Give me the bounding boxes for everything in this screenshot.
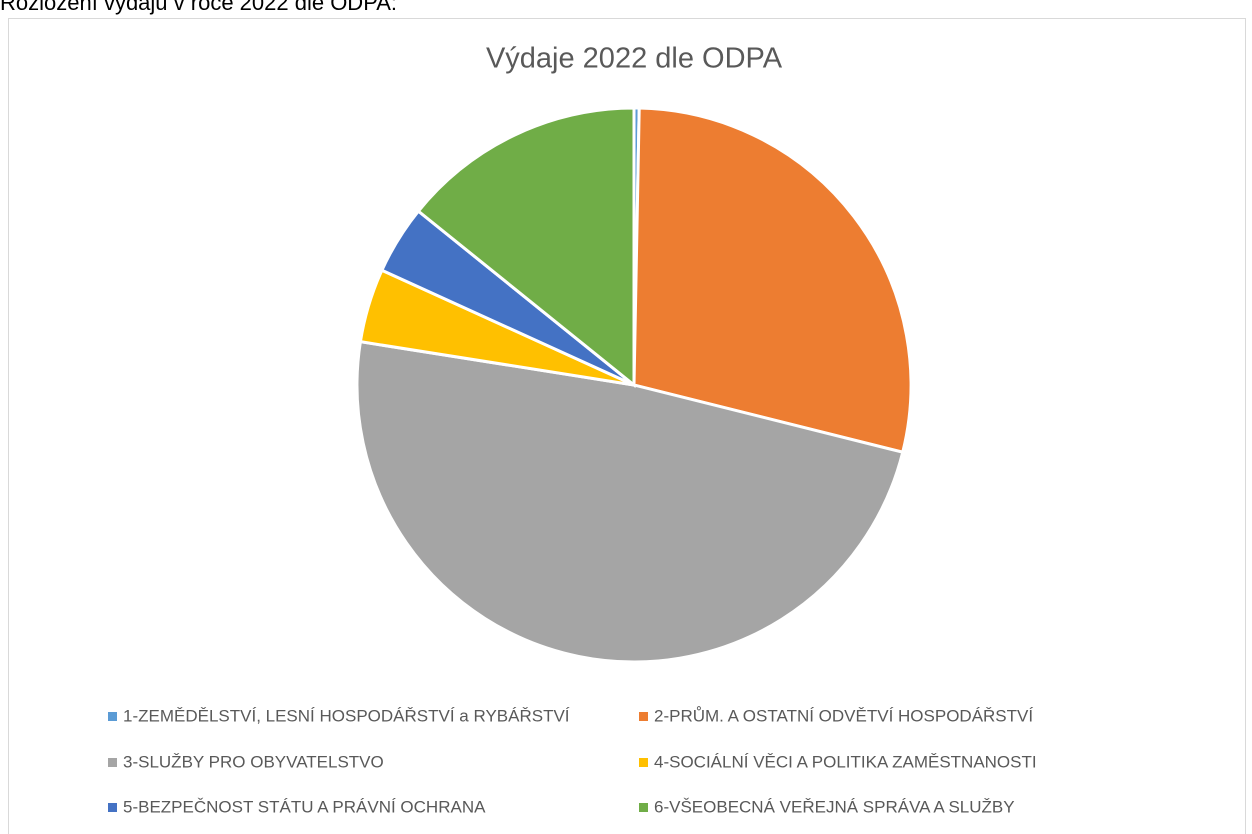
legend-label: 3-SLUŽBY PRO OBYVATELSTVO	[123, 752, 384, 771]
legend-swatch	[108, 803, 117, 812]
caption: Rozložení výdajů v roce 2022 dle ODPA:	[0, 0, 397, 15]
legend-swatch	[108, 758, 117, 767]
pie-slice	[632, 106, 913, 455]
legend-swatch	[108, 712, 117, 721]
legend-label: 5-BEZPEČNOST STÁTU A PRÁVNÍ OCHRANA	[123, 797, 486, 816]
legend-swatch	[639, 712, 648, 721]
legend-label: 6-VŠEOBECNÁ VEŘEJNÁ SPRÁVA A SLUŽBY	[654, 797, 1015, 816]
legend-swatch	[639, 803, 648, 812]
legend-label: 1-ZEMĚDĚLSTVÍ, LESNÍ HOSPODÁŘSTVÍ a RYBÁ…	[123, 706, 570, 725]
legend-swatch	[639, 758, 648, 767]
chart-title: Výdaje 2022 dle ODPA	[486, 43, 783, 75]
pie-slice	[355, 339, 905, 664]
pie-slice	[416, 106, 636, 389]
legend-label: 4-SOCIÁLNÍ VĚCI A POLITIKA ZAMĚSTNANOSTI	[654, 752, 1037, 771]
legend-label: 2-PRŮM. A OSTATNÍ ODVĚTVÍ HOSPODÁŘSTVÍ	[654, 706, 1033, 725]
